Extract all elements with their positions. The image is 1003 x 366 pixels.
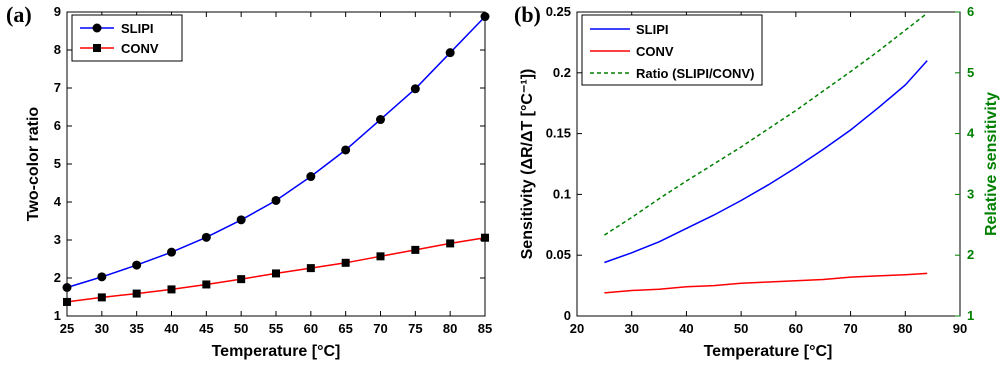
panel-b-legend-conv-label: CONV <box>636 44 674 59</box>
data-point <box>97 272 107 282</box>
series-line-conv <box>604 272 928 294</box>
y2-tick-label: 1 <box>967 308 974 323</box>
data-point <box>376 252 385 261</box>
data-point <box>62 283 72 292</box>
y2-tick-label: 5 <box>967 65 974 80</box>
x-tick-label: 50 <box>734 321 748 336</box>
x-tick-label: 20 <box>570 321 584 336</box>
x-tick-label: 35 <box>129 321 143 336</box>
data-point <box>272 269 280 278</box>
x-tick-label: 55 <box>269 321 283 336</box>
panel-b-label: (b) <box>514 2 541 27</box>
data-point <box>341 145 351 155</box>
x-tick-label: 40 <box>164 321 178 336</box>
data-point <box>306 172 316 182</box>
data-point <box>481 233 489 242</box>
data-point <box>132 289 141 298</box>
panel-a-x-axis-label: Temperature [°C] <box>212 343 341 360</box>
data-point <box>445 48 455 58</box>
y-tick-label: 5 <box>54 156 61 171</box>
panel-b-y2-ticks: 1 2 3 4 5 6 <box>955 4 975 323</box>
y2-tick-label: 3 <box>967 186 974 201</box>
x-tick-label: 60 <box>304 321 318 336</box>
panel-a-legend: SLIPI CONV <box>71 14 183 62</box>
y-tick-label: 7 <box>54 80 61 95</box>
data-point <box>236 215 246 225</box>
y-tick-label: 0.1 <box>553 186 571 201</box>
series-line-slipi <box>604 60 928 264</box>
x-tick-label: 80 <box>898 321 912 336</box>
data-point <box>167 285 176 294</box>
y-tick-label: 8 <box>54 42 61 57</box>
data-point <box>201 232 211 242</box>
y-tick-label: 0.15 <box>546 126 571 141</box>
panel-b-legend-ratio-label: Ratio (SLIPI/CONV) <box>636 66 754 81</box>
panel-a: (a) 25 30 35 40 45 50 55 60 65 70 75 80 85 123456789… <box>6 2 492 360</box>
y-tick-label: 0.25 <box>546 4 571 19</box>
x-tick-label: 25 <box>60 321 74 336</box>
data-point <box>306 264 315 273</box>
x-tick-label: 85 <box>478 321 492 336</box>
x-tick-label: 65 <box>338 321 352 336</box>
data-point <box>132 260 142 270</box>
panel-a-label: (a) <box>6 2 32 27</box>
y-tick-label: 2 <box>54 270 61 285</box>
panel-b-y-ticks: 0 0.05 0.1 0.15 0.2 0.25 <box>546 4 582 323</box>
y2-tick-label: 4 <box>967 126 975 141</box>
y-tick-label: 9 <box>54 4 61 19</box>
x-tick-label: 30 <box>95 321 109 336</box>
series-line-ratio-slipi-conv <box>603 12 928 236</box>
panel-a-series <box>62 12 490 306</box>
data-point <box>341 258 350 267</box>
data-point <box>167 247 176 257</box>
y-tick-label: 3 <box>54 232 61 247</box>
y-tick-label: 0.2 <box>553 65 571 80</box>
x-tick-label: 70 <box>373 321 387 336</box>
panel-b-legend-slipi-label: SLIPI <box>636 22 669 37</box>
x-tick-label: 60 <box>789 321 803 336</box>
panel-b-y-axis-label: Sensitivity (ΔR/ΔT [°C⁻¹]) <box>519 69 536 260</box>
panel-b-x-ticks: 20 30 40 50 60 70 80 90 <box>570 12 967 336</box>
data-point <box>410 84 420 94</box>
data-point <box>202 280 211 289</box>
data-point <box>271 195 281 205</box>
y-tick-label: 1 <box>54 308 61 323</box>
panel-a-legend-conv-label: CONV <box>121 41 159 56</box>
x-tick-label: 70 <box>843 321 857 336</box>
panel-b-y2-axis-label: Relative sensitivity <box>983 92 1000 236</box>
panel-a-y-axis-label: Two-color ratio <box>25 107 42 222</box>
panel-b: (b) 20 30 40 50 60 70 80 90 0 0.05 0.1 0.15 0.2 0.25… <box>514 2 1000 360</box>
data-point <box>446 239 455 248</box>
y-tick-label: 0 <box>564 308 571 323</box>
data-point <box>97 293 106 302</box>
x-tick-label: 30 <box>624 321 638 336</box>
panel-b-legend: SLIPI CONV Ratio (SLIPI/CONV) <box>581 14 763 86</box>
data-point <box>411 245 420 254</box>
panel-a-legend-box <box>71 14 183 62</box>
data-point <box>63 297 71 306</box>
panel-b-series <box>603 12 928 294</box>
panel-a-x-ticks: 25 30 35 40 45 50 55 60 65 70 75 80 85 <box>60 12 492 336</box>
x-tick-label: 50 <box>234 321 248 336</box>
x-tick-label: 80 <box>443 321 457 336</box>
x-tick-label: 40 <box>679 321 693 336</box>
data-point <box>480 12 490 22</box>
panel-b-axes-box <box>576 11 961 317</box>
x-tick-label: 90 <box>953 321 967 336</box>
panel-b-x-axis-label: Temperature [°C] <box>704 343 833 360</box>
data-point <box>237 275 246 284</box>
panel-a-legend-conv-marker <box>93 44 101 52</box>
y2-tick-label: 2 <box>967 247 974 262</box>
y-tick-label: 6 <box>54 118 61 133</box>
panel-a-y-ticks: 1 2 3 4 5 6 7 8 9 <box>54 4 485 323</box>
data-point <box>376 115 385 125</box>
panel-a-legend-slipi-marker <box>92 23 102 33</box>
y2-tick-label: 6 <box>967 4 974 19</box>
panel-a-legend-slipi-label: SLIPI <box>121 21 154 36</box>
y-tick-label: 4 <box>54 194 62 209</box>
x-tick-label: 45 <box>199 321 213 336</box>
x-tick-label: 75 <box>408 321 422 336</box>
y-tick-label: 0.05 <box>546 247 571 262</box>
